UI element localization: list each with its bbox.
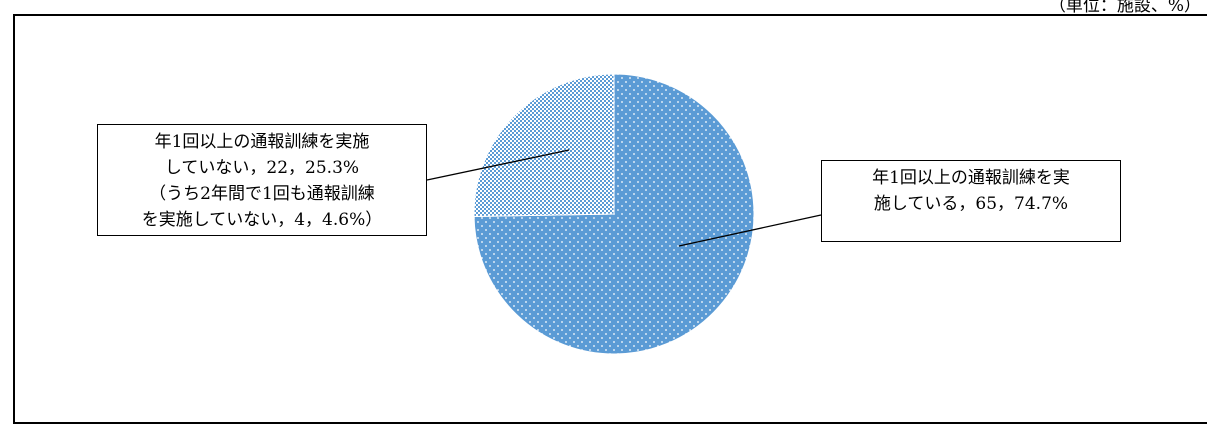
pie-slice [474, 74, 614, 217]
callout-line: していない，22，25.3% [104, 155, 420, 181]
callout-line: 年1回以上の通報訓練を実施 [104, 129, 420, 155]
callout-line: 年1回以上の通報訓練を実 [828, 165, 1114, 191]
callout-implemented: 年1回以上の通報訓練を実 施している，65，74.7% [821, 160, 1121, 242]
pie-slices [474, 74, 754, 354]
callout-line: を実施していない，4，4.6%） [104, 207, 420, 233]
callout-line: 施している，65，74.7% [828, 191, 1114, 217]
callout-line: （うち2年間で1回も通報訓練 [104, 181, 420, 207]
callout-not-implemented: 年1回以上の通報訓練を実施 していない，22，25.3% （うち2年間で1回も通… [97, 124, 427, 236]
